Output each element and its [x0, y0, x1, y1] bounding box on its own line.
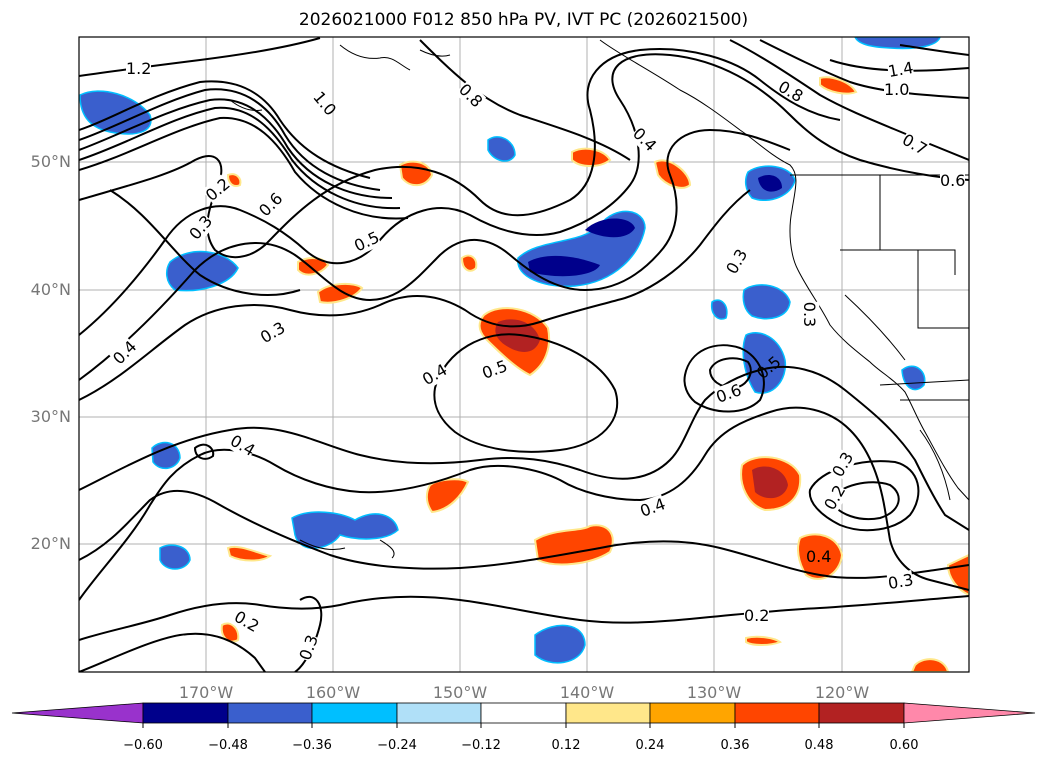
blue-patch-core [758, 175, 782, 192]
colorbar-tick: −0.60 [123, 738, 163, 753]
colorbar-tick: −0.12 [461, 738, 501, 753]
colorbar-tick: −0.24 [377, 738, 417, 753]
colorbar-bin [734, 702, 820, 724]
colorbar-bin [565, 702, 651, 724]
contour-label: 1.0 [884, 80, 910, 99]
lon-label-130w: 130°W [686, 683, 742, 702]
colorbar-bin [311, 702, 398, 724]
lat-label-20n: 20°N [30, 534, 71, 553]
blue-patch [742, 284, 791, 320]
red-patch [460, 254, 478, 272]
colorbar [11, 702, 1036, 728]
colorbar-min-extend [11, 702, 144, 724]
lon-label-140w: 140°W [559, 683, 615, 702]
red-patch [745, 635, 782, 646]
lon-label-120w: 120°W [814, 683, 870, 702]
colorbar-bin [396, 702, 482, 724]
colorbar-tick: −0.36 [292, 738, 332, 753]
lat-label-40n: 40°N [30, 280, 71, 299]
red-patch [819, 76, 858, 95]
positive-anomaly-patches [220, 76, 969, 672]
coastlines [229, 39, 969, 559]
colorbar-bin [227, 702, 313, 724]
contour-label: 0.4 [806, 547, 832, 566]
red-patch-core [752, 466, 788, 499]
blue-patch [534, 624, 586, 664]
blue-patch [854, 37, 941, 50]
colorbar-tick: 0.60 [889, 738, 919, 753]
lat-label-50n: 50°N [30, 152, 71, 171]
colorbar-tick: 0.48 [804, 738, 834, 753]
contour-label: 0.6 [940, 171, 966, 190]
contour-label: 0.2 [744, 606, 770, 625]
negative-anomaly-patches [79, 37, 941, 664]
red-patch [910, 658, 950, 672]
blue-patch [159, 544, 191, 570]
red-patch [533, 524, 614, 566]
blue-patch [742, 332, 787, 394]
red-patch [653, 159, 692, 189]
blue-patch-core [585, 218, 635, 238]
lon-label-160w: 160°W [305, 683, 361, 702]
red-patch [226, 546, 273, 562]
red-patch [425, 478, 470, 514]
colorbar-bin [480, 702, 567, 724]
colorbar-max-extend [903, 702, 1036, 724]
colorbar-tick: −0.48 [208, 738, 248, 753]
blue-patch [487, 136, 516, 162]
lon-label-170w: 170°W [178, 683, 234, 702]
colorbar-tick: 0.36 [720, 738, 750, 753]
map-border [78, 36, 970, 673]
blue-patch [151, 441, 181, 470]
colorbar-tick: 0.24 [635, 738, 665, 753]
colorbar-bin [818, 702, 905, 724]
colorbar-bin [649, 702, 736, 724]
blue-patch-core [528, 255, 600, 277]
red-patch [571, 147, 612, 167]
contour-label: 1.2 [126, 59, 152, 78]
red-patch [220, 622, 240, 643]
lat-label-30n: 30°N [30, 407, 71, 426]
contour-label: 0.3 [800, 301, 820, 328]
map-title: 2026021000 F012 850 hPa PV, IVT PC (2026… [298, 10, 749, 30]
blue-patch [710, 299, 728, 320]
lon-label-150w: 150°W [432, 683, 488, 702]
colorbar-tick: 0.12 [551, 738, 581, 753]
red-patch [226, 173, 242, 187]
colorbar-bin [142, 702, 229, 724]
red-patch [398, 160, 434, 187]
